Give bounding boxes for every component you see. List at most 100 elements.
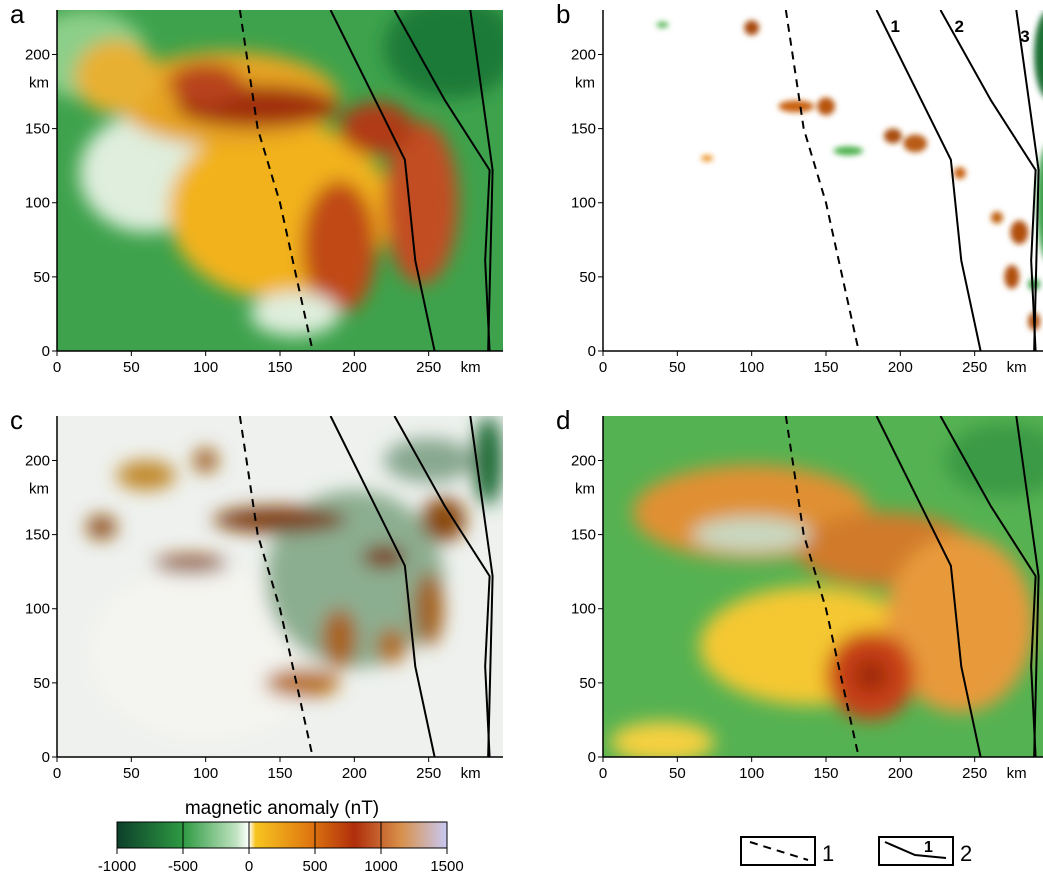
fault-line <box>1015 416 1040 757</box>
colorbar <box>116 821 448 849</box>
anomaly <box>153 555 228 574</box>
fault-line <box>939 416 1037 757</box>
x-tick-label: 50 <box>123 359 140 376</box>
colorbar-tick-label: -1000 <box>98 858 136 875</box>
x-tick-label: 200 <box>342 765 367 782</box>
map-image <box>603 10 1043 351</box>
y-tick-label: 200 <box>25 46 50 63</box>
anomaly <box>1004 265 1020 289</box>
y-tick-label: 100 <box>571 601 596 618</box>
anomaly <box>701 155 714 162</box>
anomaly <box>885 534 1035 713</box>
dashed-boundary <box>784 10 860 351</box>
x-unit: km <box>461 765 481 782</box>
x-tick-label: 250 <box>416 765 441 782</box>
anomaly <box>953 167 966 180</box>
anomaly <box>250 291 340 337</box>
legend-line <box>884 841 947 859</box>
fault-line <box>469 10 494 351</box>
y-unit: km <box>29 480 49 497</box>
fault-line <box>875 10 982 351</box>
y-tick-label: 150 <box>25 527 50 544</box>
map-image <box>57 416 503 757</box>
anomaly <box>384 121 459 285</box>
anomaly <box>421 497 466 543</box>
y-tick-label: 0 <box>42 343 50 360</box>
fault-line <box>393 416 491 757</box>
x-tick-label: 150 <box>813 765 838 782</box>
anomaly <box>833 146 864 156</box>
anomaly <box>903 134 928 153</box>
y-tick-label: 0 <box>588 749 596 766</box>
anomaly <box>168 63 243 105</box>
y-tick-label: 100 <box>25 195 50 212</box>
fault-line <box>329 416 436 757</box>
legend-box <box>878 836 954 866</box>
dashed-boundary <box>784 416 860 757</box>
x-tick-label: 150 <box>813 359 838 376</box>
colorbar-tick-label: -500 <box>168 858 198 875</box>
y-tick-label: 50 <box>579 269 596 286</box>
y-tick-label: 50 <box>579 675 596 692</box>
y-unit: km <box>29 74 49 91</box>
y-tick-label: 150 <box>571 121 596 138</box>
x-tick-label: 0 <box>599 359 607 376</box>
colorbar-tick-label: 500 <box>302 858 327 875</box>
anomaly <box>361 544 407 569</box>
colorbar-tick-label: 1000 <box>364 858 397 875</box>
anomaly <box>86 564 325 743</box>
y-tick-label: 200 <box>25 452 50 469</box>
anomaly <box>852 657 889 694</box>
panel-label: d <box>556 405 570 435</box>
x-tick-label: 150 <box>267 765 292 782</box>
anomaly <box>1034 13 1043 96</box>
anomaly <box>339 101 414 156</box>
x-tick-label: 200 <box>888 359 913 376</box>
fault-line <box>469 416 494 757</box>
x-tick-label: 100 <box>193 359 218 376</box>
line-label: 1 <box>891 17 900 36</box>
anomaly <box>944 423 1043 498</box>
anomaly <box>1028 278 1041 291</box>
anomaly-field <box>610 423 1043 757</box>
panel-label: a <box>10 0 25 29</box>
x-tick-label: 0 <box>53 359 61 376</box>
colorbar-tick-label: 0 <box>245 858 253 875</box>
y-tick-label: 150 <box>571 527 596 544</box>
y-tick-label: 100 <box>571 195 596 212</box>
y-tick-label: 200 <box>571 452 596 469</box>
anomaly <box>778 100 815 113</box>
anomaly <box>74 39 159 114</box>
x-tick-label: 100 <box>739 765 764 782</box>
anomaly <box>473 416 503 505</box>
anomaly-field <box>656 13 1043 331</box>
anomaly <box>692 516 812 553</box>
x-tick-label: 250 <box>962 359 987 376</box>
y-tick-label: 100 <box>25 601 50 618</box>
y-tick-label: 0 <box>588 343 596 360</box>
anomaly <box>86 515 117 540</box>
anomaly <box>213 506 347 534</box>
anomaly <box>384 10 503 99</box>
x-tick-label: 200 <box>888 765 913 782</box>
anomaly <box>384 438 474 483</box>
map-background <box>603 10 1043 351</box>
line-label: 2 <box>954 17 963 36</box>
anomaly <box>610 721 715 757</box>
y-tick-label: 150 <box>25 121 50 138</box>
anomaly-field <box>86 416 503 743</box>
anomaly <box>265 490 444 669</box>
x-tick-label: 0 <box>53 765 61 782</box>
y-unit: km <box>575 74 595 91</box>
anomaly <box>413 571 444 646</box>
fault-line <box>875 416 982 757</box>
anomaly <box>302 180 377 314</box>
y-unit: km <box>575 480 595 497</box>
colorbar-title: magnetic anomaly (nT) <box>185 798 379 819</box>
x-tick-label: 250 <box>416 359 441 376</box>
legend-symbol-text: 1 <box>924 839 933 856</box>
x-tick-label: 50 <box>669 359 686 376</box>
y-tick-label: 200 <box>571 46 596 63</box>
x-tick-label: 150 <box>267 359 292 376</box>
